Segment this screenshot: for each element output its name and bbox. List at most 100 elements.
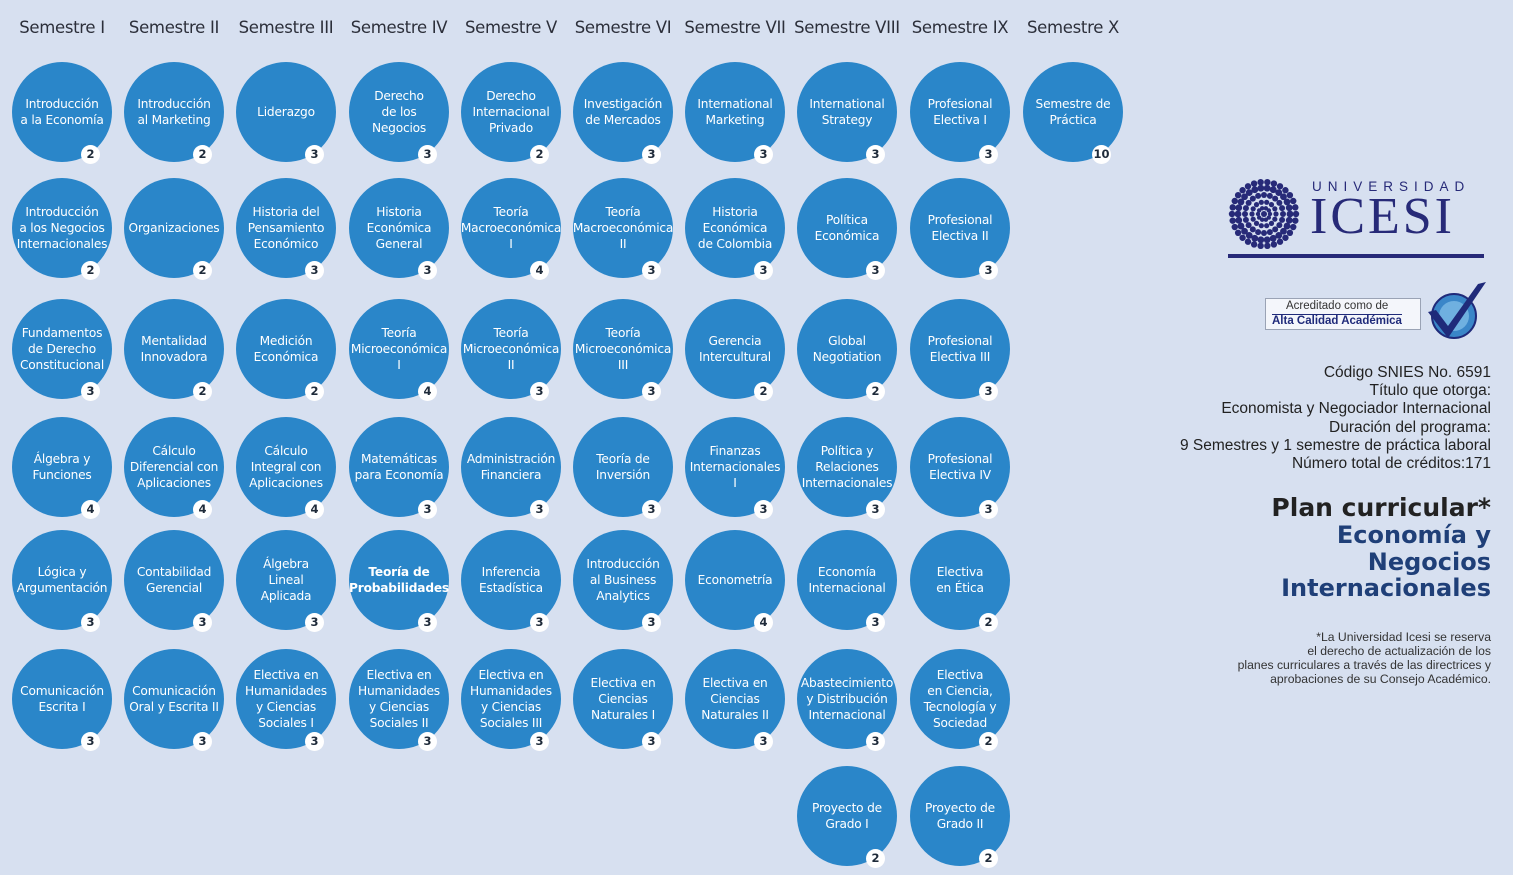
- course-bubble[interactable]: Matemáticas para Economía 3: [349, 417, 449, 519]
- course-bubble[interactable]: Gerencia Intercultural 2: [685, 299, 785, 401]
- course-credits-badge: 4: [305, 500, 324, 519]
- course-bubble[interactable]: Investigación de Mercados 3: [573, 62, 673, 164]
- course-bubble[interactable]: Teoría de Probabilidades 3: [349, 530, 449, 632]
- course-bubble[interactable]: Contabilidad Gerencial 3: [124, 530, 224, 632]
- course-bubble[interactable]: Abastecimiento y Distribución Internacio…: [797, 649, 897, 751]
- course-bubble[interactable]: Comunicación Escrita I 3: [12, 649, 112, 751]
- course-credits-badge: 3: [866, 500, 885, 519]
- course-name: Semestre de Práctica: [1035, 97, 1111, 127]
- course-credits-badge: 4: [418, 382, 437, 401]
- course-name: Historia Económica General: [366, 205, 432, 251]
- course-bubble[interactable]: Introducción a los Negocios Internaciona…: [12, 178, 112, 280]
- course-bubble[interactable]: Proyecto de Grado I 2: [797, 766, 897, 868]
- course-credits-badge: 3: [642, 613, 661, 632]
- plan-title-line2: Economía y: [1336, 521, 1491, 549]
- course-bubble[interactable]: Mentalidad Innovadora 2: [124, 299, 224, 401]
- course-bubble[interactable]: Lógica y Argumentación 3: [12, 530, 112, 632]
- course-credits-badge: 3: [979, 145, 998, 164]
- course-credits-badge: 3: [642, 145, 661, 164]
- course-credits-badge: 4: [81, 500, 100, 519]
- course-credits-badge: 3: [193, 732, 212, 751]
- course-bubble[interactable]: Política y Relaciones Internacionales 3: [797, 417, 897, 519]
- course-bubble[interactable]: Teoría de Inversión 3: [573, 417, 673, 519]
- course-bubble[interactable]: Álgebra Lineal Aplicada 3: [236, 530, 336, 632]
- course-bubble[interactable]: Econometría 4: [685, 530, 785, 632]
- course-credits-badge: 3: [530, 382, 549, 401]
- course-name: Teoría Microeconómica III: [574, 326, 672, 372]
- course-bubble[interactable]: Global Negotiation 2: [797, 299, 897, 401]
- course-bubble[interactable]: Electiva en Ética 2: [910, 530, 1010, 632]
- course-bubble[interactable]: Teoría Microeconómica III 3: [573, 299, 673, 401]
- course-bubble[interactable]: Política Económica 3: [797, 178, 897, 280]
- plan-title-line4: Internacionales: [1281, 574, 1491, 602]
- course-bubble[interactable]: Proyecto de Grado II 2: [910, 766, 1010, 868]
- course-name: Electiva en Humanidades y Ciencias Socia…: [358, 668, 440, 730]
- course-bubble[interactable]: Profesional Electiva II 3: [910, 178, 1010, 280]
- course-bubble[interactable]: Profesional Electiva I 3: [910, 62, 1010, 164]
- semester-header: Semestre III: [238, 18, 334, 37]
- course-bubble[interactable]: Cálculo Integral con Aplicaciones 4: [236, 417, 336, 519]
- course-bubble[interactable]: Profesional Electiva III 3: [910, 299, 1010, 401]
- course-credits-badge: 2: [305, 382, 324, 401]
- semester-header: Semestre VI: [574, 18, 672, 37]
- icesi-emblem-icon: [1228, 178, 1300, 250]
- accreditation-line2: Alta Calidad Académica: [1272, 314, 1402, 327]
- course-credits-badge: 3: [979, 382, 998, 401]
- course-name: Historia del Pensamiento Económico: [247, 205, 325, 251]
- course-bubble[interactable]: Introducción al Business Analytics 3: [573, 530, 673, 632]
- course-name: Teoría Microeconómica II: [462, 326, 560, 372]
- total-credits: Número total de créditos:171: [1291, 455, 1491, 473]
- course-name: Finanzas Internacionales I: [689, 444, 781, 490]
- course-bubble[interactable]: Electiva en Humanidades y Ciencias Socia…: [236, 649, 336, 751]
- course-bubble[interactable]: Administración Financiera 3: [461, 417, 561, 519]
- course-bubble[interactable]: Fundamentos de Derecho Constitucional 3: [12, 299, 112, 401]
- course-bubble[interactable]: Liderazgo 3: [236, 62, 336, 164]
- course-credits-badge: 3: [754, 732, 773, 751]
- accreditation-badge: Acreditado como de Alta Calidad Académic…: [1265, 298, 1421, 330]
- course-bubble[interactable]: Álgebra y Funciones 4: [12, 417, 112, 519]
- course-name: Comunicación Escrita I: [20, 684, 104, 714]
- course-bubble[interactable]: International Strategy 3: [797, 62, 897, 164]
- course-bubble[interactable]: Teoría Macroeconómica II 3: [573, 178, 673, 280]
- course-bubble[interactable]: Medición Económica 2: [236, 299, 336, 401]
- course-bubble[interactable]: Derecho Internacional Privado 2: [461, 62, 561, 164]
- course-bubble[interactable]: Introducción al Marketing 2: [124, 62, 224, 164]
- course-bubble[interactable]: Electiva en Humanidades y Ciencias Socia…: [461, 649, 561, 751]
- semester-header: Semestre X: [1026, 18, 1120, 37]
- duration-label: Duración del programa:: [1329, 418, 1491, 436]
- course-bubble[interactable]: Inferencia Estadística 3: [461, 530, 561, 632]
- footnote-line1: *La Universidad Icesi se reserva: [1316, 630, 1491, 644]
- course-bubble[interactable]: Historia Económica General 3: [349, 178, 449, 280]
- course-bubble[interactable]: Comunicación Oral y Escrita II 3: [124, 649, 224, 751]
- course-name: Teoría Microeconómica I: [350, 326, 448, 372]
- course-bubble[interactable]: Electiva en Ciencias Naturales II 3: [685, 649, 785, 751]
- course-name: Cálculo Integral con Aplicaciones: [249, 444, 323, 490]
- course-bubble[interactable]: Teoría Microeconómica II 3: [461, 299, 561, 401]
- course-credits-badge: 3: [193, 613, 212, 632]
- course-credits-badge: 3: [530, 732, 549, 751]
- course-bubble[interactable]: International Marketing 3: [685, 62, 785, 164]
- course-bubble[interactable]: Historia del Pensamiento Económico 3: [236, 178, 336, 280]
- course-bubble[interactable]: Teoría Microeconómica I 4: [349, 299, 449, 401]
- course-bubble[interactable]: Derecho de los Negocios 3: [349, 62, 449, 164]
- course-credits-badge: 3: [418, 613, 437, 632]
- course-name: Electiva en Ciencias Naturales I: [590, 676, 656, 722]
- course-bubble[interactable]: Electiva en Ciencias Naturales I 3: [573, 649, 673, 751]
- course-bubble[interactable]: Historia Económica de Colombia 3: [685, 178, 785, 280]
- course-name: Medición Económica: [253, 334, 319, 364]
- course-bubble[interactable]: Profesional Electiva IV 3: [910, 417, 1010, 519]
- course-bubble[interactable]: Teoría Macroeconómica I 4: [461, 178, 561, 280]
- course-name: Teoría de Inversión: [595, 452, 651, 482]
- course-bubble[interactable]: Organizaciones 2: [124, 178, 224, 280]
- course-bubble[interactable]: Electiva en Ciencia, Tecnología y Socied…: [910, 649, 1010, 751]
- course-credits-badge: 3: [754, 145, 773, 164]
- accreditation-line1: Acreditado como de: [1286, 300, 1389, 312]
- course-bubble[interactable]: Electiva en Humanidades y Ciencias Socia…: [349, 649, 449, 751]
- footnote-line2: el derecho de actualización de los: [1307, 644, 1491, 658]
- course-credits-badge: 2: [866, 382, 885, 401]
- course-bubble[interactable]: Semestre de Práctica 10: [1023, 62, 1123, 164]
- course-bubble[interactable]: Cálculo Diferencial con Aplicaciones 4: [124, 417, 224, 519]
- course-bubble[interactable]: Finanzas Internacionales I 3: [685, 417, 785, 519]
- course-bubble[interactable]: Introducción a la Economía 2: [12, 62, 112, 164]
- course-bubble[interactable]: Economía Internacional 3: [797, 530, 897, 632]
